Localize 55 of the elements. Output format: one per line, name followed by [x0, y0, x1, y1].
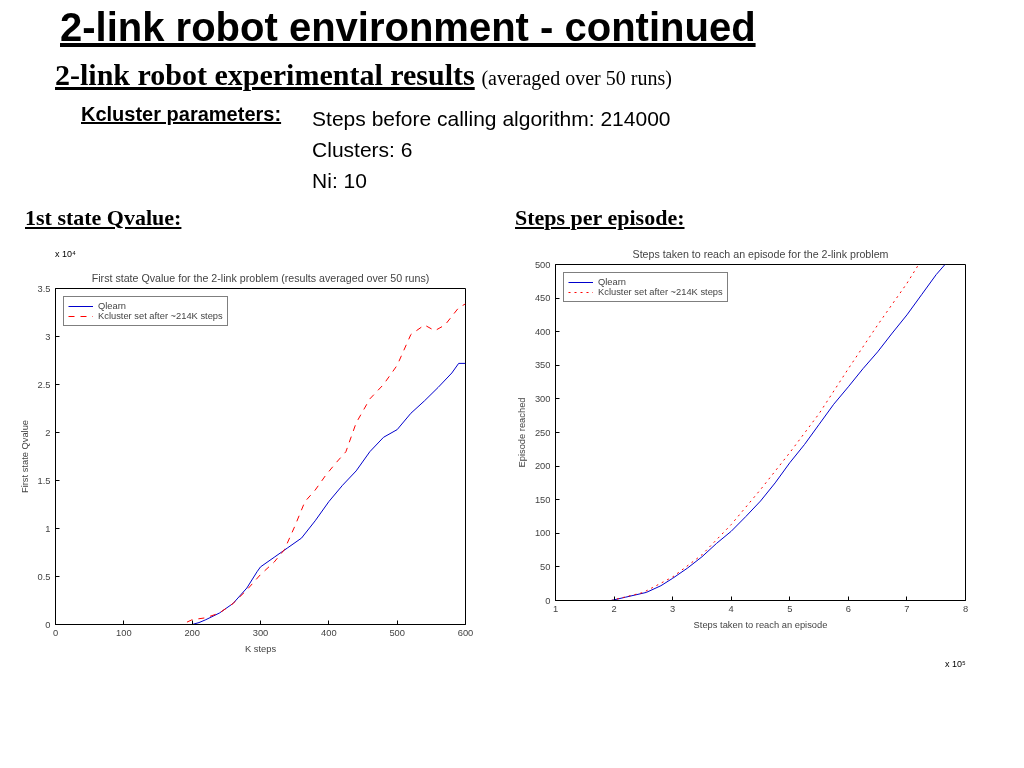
y-tick-label: 2.5 [37, 379, 51, 390]
text: x 10⁴ [55, 249, 76, 259]
y-tick-label: 3 [45, 331, 51, 342]
y-tick-label: 1 [45, 523, 51, 534]
y-axis-title: First state Qvalue [19, 419, 30, 494]
x-tick-label: 4 [728, 603, 734, 614]
text: 2-link robot environment - continued [60, 5, 756, 50]
text: Ni: 10 [312, 169, 367, 192]
x-tick-label: 500 [389, 627, 405, 638]
chart-title: Steps taken to reach an episode for the 2-link problem [632, 247, 889, 260]
y-axis-title: Episode reached [516, 397, 527, 468]
text: x 10⁵ [945, 659, 966, 669]
y-tick-label: 0 [45, 619, 51, 630]
chart-title: First state Qvalue for the 2-link problem (results averaged over 50 runs) [91, 271, 430, 284]
y-tick-label: 200 [534, 461, 551, 472]
x-tick-label: 8 [962, 603, 969, 614]
x-tick-label: 0 [52, 627, 59, 638]
y-tick-label: 3.5 [37, 283, 51, 294]
text: 1st state Qvalue: [25, 205, 182, 231]
x-tick-label: 5 [787, 603, 793, 614]
x-tick-label: 1 [552, 603, 559, 614]
x-axis-title: Steps taken to reach an episode [693, 619, 828, 630]
x-tick-label: 200 [184, 627, 200, 638]
y-tick-label: 250 [534, 427, 551, 438]
x-tick-label: 3 [670, 603, 676, 614]
y-tick-label: 2 [45, 427, 51, 438]
x-axis-title: K steps [244, 643, 277, 654]
text: Steps per episode: [515, 205, 685, 231]
y-tick-label: 0.5 [37, 571, 51, 582]
x-tick-label: 400 [321, 627, 337, 638]
x-tick-label: 100 [116, 627, 132, 638]
x-tick-label: 7 [904, 603, 910, 614]
y-tick-label: 350 [534, 360, 551, 371]
text: 2-link robot experimental results [55, 58, 475, 91]
x-tick-label: 300 [252, 627, 269, 638]
y-tick-label: 300 [534, 393, 551, 404]
legend-label: Kcluster set after ~214K steps [98, 311, 223, 321]
y-tick-label: 1.5 [37, 475, 51, 486]
text: (averaged over 50 runs) [481, 67, 672, 89]
legend-label: Kcluster set after ~214K steps [598, 287, 723, 297]
x-tick-label: 2 [611, 603, 617, 614]
y-tick-label: 450 [534, 293, 551, 304]
text: Steps before calling algorithm: 214000 [312, 107, 671, 130]
y-tick-label: 0 [545, 595, 551, 606]
legend-label: Qlearn [598, 277, 626, 287]
y-tick-label: 150 [534, 494, 551, 505]
x-tick-label: 600 [457, 627, 474, 638]
y-tick-label: 100 [534, 528, 551, 539]
text: Clusters: 6 [312, 138, 413, 161]
text: Kcluster parameters: [81, 103, 282, 125]
x-tick-label: 6 [845, 603, 851, 614]
y-tick-label: 400 [534, 326, 551, 337]
legend-label: Qlearn [98, 301, 126, 311]
y-tick-label: 50 [540, 561, 551, 572]
y-tick-label: 500 [534, 259, 551, 270]
